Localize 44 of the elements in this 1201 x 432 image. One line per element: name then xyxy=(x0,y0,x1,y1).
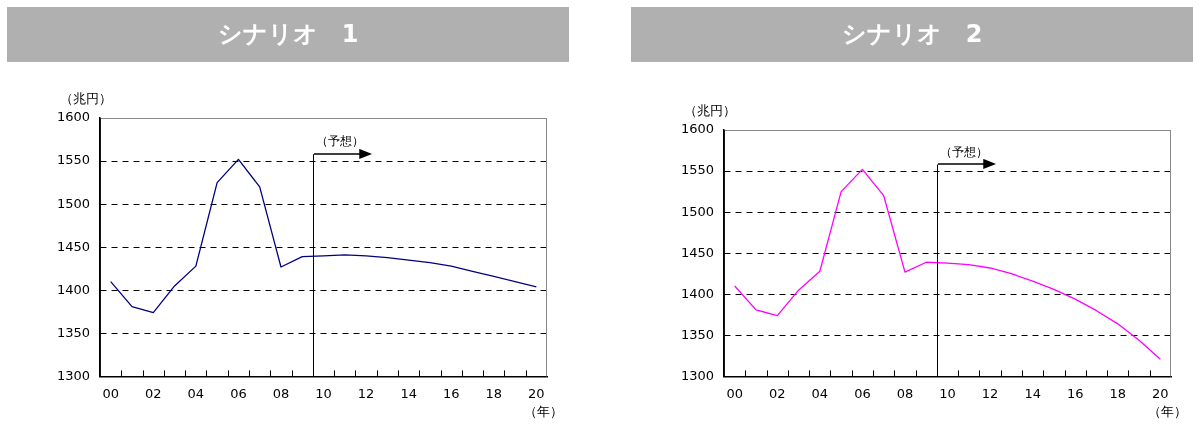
y-tick-label: 1500 xyxy=(56,195,91,211)
y-tick-label: 1300 xyxy=(56,367,91,383)
x-tick-label: 12 xyxy=(357,385,375,401)
x-tick-label: 10 xyxy=(939,385,956,401)
x-axis-title: （年） xyxy=(524,404,563,420)
x-tick-label: 14 xyxy=(1024,385,1041,401)
x-tick-label: 12 xyxy=(981,385,999,401)
y-tick-label: 1550 xyxy=(680,162,715,178)
y-axis-title: （兆円） xyxy=(684,102,737,118)
x-tick-label: 18 xyxy=(485,385,503,401)
y-tick-label: 1600 xyxy=(680,121,715,137)
y-tick-label: 1350 xyxy=(56,324,91,340)
x-tick-label: 06 xyxy=(230,385,247,401)
chart-title: シナリオ 1 xyxy=(7,7,569,62)
y-tick-label: 1300 xyxy=(680,367,715,383)
y-tick-label: 1350 xyxy=(680,326,715,342)
y-axis-title: （兆円） xyxy=(60,90,113,106)
x-tick-label: 18 xyxy=(1109,385,1127,401)
x-tick-label: 20 xyxy=(528,385,545,401)
x-tick-label: 08 xyxy=(272,385,290,401)
y-tick-label: 1600 xyxy=(56,109,91,125)
x-tick-label: 06 xyxy=(854,385,871,401)
x-tick-label: 00 xyxy=(102,385,119,401)
chart-title: シナリオ 2 xyxy=(631,7,1193,62)
ref-line-label: （予想） xyxy=(939,144,988,159)
x-tick-label: 14 xyxy=(400,385,417,401)
y-tick-label: 1400 xyxy=(56,281,91,297)
x-tick-label: 10 xyxy=(315,385,332,401)
x-tick-label: 02 xyxy=(145,385,162,401)
ref-line-label: （予想） xyxy=(315,134,364,149)
x-tick-label: 16 xyxy=(1066,385,1084,401)
x-tick-label: 16 xyxy=(442,385,460,401)
y-tick-label: 1550 xyxy=(56,152,91,168)
x-axis-title: （年） xyxy=(1148,404,1187,420)
y-tick-label: 1450 xyxy=(56,238,91,254)
x-tick-label: 02 xyxy=(769,385,786,401)
x-tick-label: 04 xyxy=(811,385,829,401)
y-tick-label: 1400 xyxy=(680,285,715,301)
y-tick-label: 1450 xyxy=(680,244,715,260)
x-tick-label: 20 xyxy=(1152,385,1169,401)
y-tick-label: 1500 xyxy=(680,203,715,219)
x-tick-label: 04 xyxy=(187,385,205,401)
x-tick-label: 00 xyxy=(726,385,743,401)
x-tick-label: 08 xyxy=(896,385,914,401)
